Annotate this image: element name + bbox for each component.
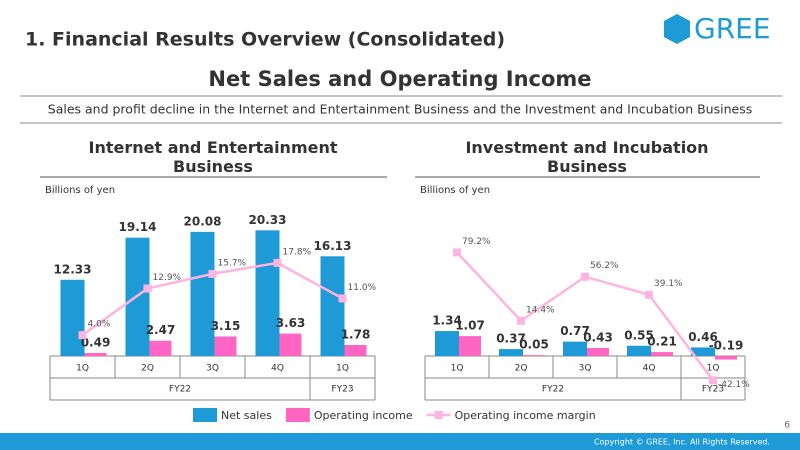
x-tick-label: 1Q bbox=[336, 364, 349, 374]
group-label: FY22 bbox=[169, 385, 191, 395]
x-tick-label: 1Q bbox=[707, 364, 720, 374]
bar bbox=[279, 333, 302, 356]
bar bbox=[499, 349, 523, 356]
x-tick-label: 4Q bbox=[643, 364, 656, 374]
legend-label: Operating income margin bbox=[455, 409, 596, 422]
bar bbox=[190, 231, 215, 356]
copyright: Copyright © GREE, Inc. All Rights Reserv… bbox=[594, 438, 770, 447]
data-label: 1.07 bbox=[455, 319, 485, 333]
bar bbox=[84, 352, 107, 356]
section-title: Internet and Entertainment Business bbox=[88, 138, 338, 176]
slide-title: Net Sales and Operating Income bbox=[208, 67, 591, 91]
bar bbox=[255, 230, 280, 356]
legend-swatch bbox=[193, 408, 217, 422]
x-tick-label: 2Q bbox=[515, 364, 528, 374]
data-label: 3.63 bbox=[276, 316, 306, 330]
unit-label: Billions of yen bbox=[420, 185, 490, 196]
legend-label: Operating income bbox=[314, 409, 413, 422]
line-label: 15.7% bbox=[218, 258, 247, 268]
page-number: 6 bbox=[784, 421, 790, 431]
bar bbox=[523, 355, 545, 356]
data-label: 20.33 bbox=[249, 213, 287, 227]
x-tick-label: 1Q bbox=[451, 364, 464, 374]
line-label: 4.0% bbox=[88, 320, 111, 330]
summary: Sales and profit decline in the Internet… bbox=[48, 102, 752, 117]
group-label: FY23 bbox=[702, 385, 724, 395]
legend-swatch bbox=[434, 411, 443, 419]
data-label: 12.33 bbox=[54, 262, 92, 276]
footer bbox=[0, 433, 800, 450]
data-label: 1.34 bbox=[432, 314, 462, 328]
data-label: 1.78 bbox=[341, 327, 371, 341]
line-marker bbox=[517, 316, 525, 325]
data-label: 2.47 bbox=[146, 323, 176, 337]
line-marker bbox=[338, 294, 347, 303]
logo: GREE bbox=[694, 12, 771, 45]
data-label: -0.19 bbox=[709, 339, 744, 353]
line-marker bbox=[273, 258, 282, 267]
bar bbox=[149, 340, 172, 356]
data-label: 0.55 bbox=[624, 328, 654, 342]
x-tick-label: 2Q bbox=[141, 364, 154, 374]
group-label: FY23 bbox=[331, 385, 353, 395]
bar bbox=[563, 341, 587, 356]
line-label: 79.2% bbox=[462, 237, 491, 247]
bar bbox=[320, 256, 345, 356]
line-marker bbox=[453, 248, 461, 257]
data-label: 0.49 bbox=[81, 335, 111, 349]
bar bbox=[435, 331, 459, 356]
heading: 1. Financial Results Overview (Consolida… bbox=[25, 29, 505, 51]
line-marker bbox=[78, 331, 87, 340]
data-label: 0.43 bbox=[583, 330, 613, 344]
line-label: 11.0% bbox=[348, 283, 377, 293]
x-tick-label: 3Q bbox=[579, 364, 592, 374]
line bbox=[456, 251, 715, 382]
data-label: 0.46 bbox=[688, 330, 718, 344]
data-label: 0.77 bbox=[560, 324, 590, 338]
line-label: 17.8% bbox=[283, 247, 312, 257]
data-label: 3.15 bbox=[211, 319, 241, 333]
bar bbox=[651, 352, 673, 356]
line-label: 56.2% bbox=[590, 261, 619, 271]
x-tick-label: 1Q bbox=[76, 364, 89, 374]
line-label: 39.1% bbox=[654, 279, 683, 289]
legend-label: Net sales bbox=[221, 409, 272, 422]
line-label: 14.4% bbox=[526, 305, 555, 315]
data-label: 0.21 bbox=[647, 335, 677, 349]
data-label: 19.14 bbox=[119, 220, 157, 234]
unit-label: Billions of yen bbox=[45, 185, 115, 196]
data-label: 0.05 bbox=[519, 338, 549, 352]
bar bbox=[60, 279, 85, 356]
logo-mark bbox=[664, 14, 690, 44]
bar bbox=[627, 345, 651, 356]
line-marker bbox=[143, 284, 152, 293]
section-title: Investment and Incubation Business bbox=[465, 138, 709, 176]
bar bbox=[587, 347, 609, 356]
bar bbox=[715, 356, 737, 360]
line-label: -42.1% bbox=[718, 380, 750, 390]
bar bbox=[691, 347, 715, 356]
bar bbox=[214, 336, 237, 356]
data-label: 20.08 bbox=[184, 214, 222, 228]
line-marker bbox=[709, 376, 717, 385]
line-marker bbox=[208, 269, 217, 278]
data-label: 0.37 bbox=[496, 332, 526, 346]
group-label: FY22 bbox=[542, 385, 564, 395]
line-marker bbox=[645, 290, 653, 299]
x-tick-label: 4Q bbox=[271, 364, 284, 374]
line-label: 12.9% bbox=[153, 273, 182, 283]
legend-swatch bbox=[285, 408, 310, 422]
x-tick-label: 3Q bbox=[206, 364, 219, 374]
bar bbox=[459, 336, 481, 356]
data-label: 16.13 bbox=[314, 239, 352, 253]
line-marker bbox=[581, 272, 589, 281]
bar bbox=[344, 344, 367, 356]
